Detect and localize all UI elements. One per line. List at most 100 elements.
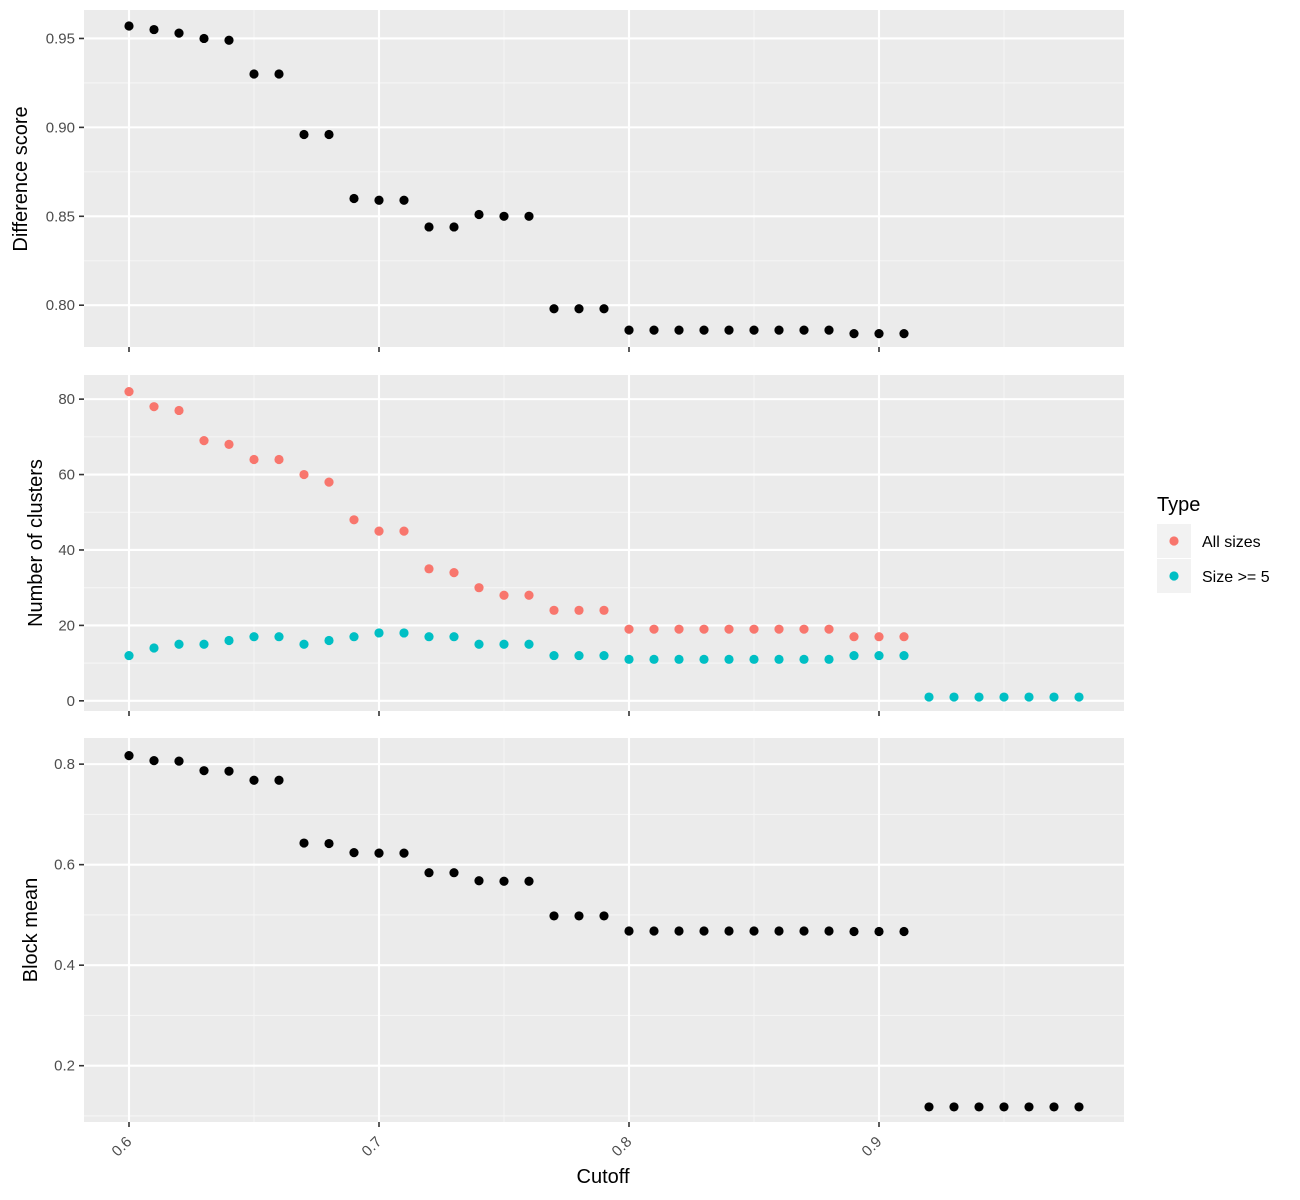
size-5-point — [349, 632, 359, 642]
data-point — [749, 325, 759, 335]
all-sizes-point — [649, 624, 659, 634]
data-point — [949, 1102, 959, 1112]
size-5-point — [824, 654, 834, 664]
data-point — [874, 329, 884, 339]
data-point — [774, 926, 784, 936]
data-point — [274, 775, 284, 785]
data-point — [349, 193, 359, 204]
all-sizes-point — [424, 564, 434, 574]
data-point — [249, 69, 259, 79]
all-sizes-point — [874, 632, 884, 642]
y-tick-label: 0.6 — [54, 857, 75, 874]
data-point — [724, 325, 734, 335]
size-5-point — [399, 628, 409, 638]
y-tick-label: 0.80 — [46, 297, 75, 314]
y-tick-label: 40 — [58, 542, 75, 559]
data-point — [149, 24, 159, 35]
all-sizes-point — [349, 515, 359, 525]
all-sizes-point — [124, 386, 134, 397]
panel-background — [84, 738, 1124, 1122]
data-point — [374, 195, 384, 205]
data-point — [849, 329, 859, 339]
data-point — [649, 926, 659, 936]
type-legend: Type All sizes Size >= 5 — [1157, 494, 1270, 593]
size-5-point — [649, 654, 659, 664]
data-point — [874, 926, 884, 937]
data-point — [624, 926, 634, 936]
size-5-point — [324, 635, 334, 646]
size-5-point — [974, 692, 984, 702]
all-sizes-point — [674, 624, 684, 634]
all-sizes-point — [624, 624, 634, 634]
data-point — [599, 911, 609, 921]
cutoff-axis-title: Cutoff — [577, 1166, 630, 1188]
panel-background — [84, 10, 1124, 347]
data-point — [124, 750, 134, 761]
y-tick-label: 60 — [58, 467, 75, 484]
size-5-point — [424, 632, 434, 642]
all-sizes-point — [524, 590, 534, 600]
all-sizes-point — [574, 605, 584, 615]
y-tick-label: 0.2 — [54, 1058, 75, 1075]
all-sizes-point — [199, 436, 209, 446]
size-5-point — [224, 635, 234, 646]
data-point — [324, 129, 334, 140]
data-point — [174, 28, 184, 38]
size-5-point — [699, 654, 709, 664]
all-sizes-point — [324, 477, 334, 487]
data-point — [299, 129, 309, 140]
size-5-point — [299, 639, 309, 649]
size-5-point — [999, 692, 1009, 702]
data-point — [274, 69, 284, 79]
all-sizes-point — [849, 632, 859, 642]
size-5-point — [599, 650, 609, 661]
data-point — [449, 222, 459, 232]
size-5-point — [774, 654, 784, 664]
size-5-point — [749, 654, 759, 664]
legend-marker-size-5 — [1169, 571, 1179, 581]
data-point — [124, 21, 134, 31]
size-5-point — [449, 632, 459, 642]
data-point — [599, 304, 609, 314]
size-5-point — [149, 643, 159, 653]
data-point — [524, 211, 534, 221]
data-point — [1024, 1102, 1034, 1112]
block-mean-axis-title: Block mean — [20, 878, 42, 983]
data-point — [424, 222, 434, 232]
data-point — [349, 847, 359, 858]
data-point — [974, 1102, 984, 1112]
all-sizes-point — [149, 402, 159, 412]
data-point — [1074, 1102, 1084, 1112]
number-of-clusters-panel: 0 20 40 60 80 — [58, 375, 1124, 716]
y-tick-label: 20 — [58, 617, 75, 634]
data-point — [174, 756, 184, 766]
size-5-point — [1024, 692, 1034, 702]
data-point — [674, 325, 684, 335]
all-sizes-point — [449, 568, 459, 578]
data-point — [899, 926, 909, 937]
data-point — [624, 325, 634, 335]
size-5-point — [1074, 692, 1084, 702]
panel-background — [84, 375, 1124, 711]
data-point — [499, 211, 509, 221]
all-sizes-point — [699, 624, 709, 634]
size-5-point — [199, 639, 209, 649]
data-point — [999, 1102, 1009, 1112]
size-5-point — [549, 650, 559, 661]
data-point — [749, 926, 759, 936]
all-sizes-point — [899, 632, 909, 642]
data-point — [724, 926, 734, 936]
all-sizes-point — [174, 405, 184, 416]
data-point — [549, 304, 559, 314]
data-point — [649, 325, 659, 335]
size-5-point — [499, 639, 509, 649]
data-point — [799, 926, 809, 936]
all-sizes-point — [249, 454, 259, 465]
legend-marker-all-sizes — [1169, 536, 1179, 546]
size-5-point — [249, 632, 259, 642]
size-5-point — [899, 650, 909, 661]
y-tick-label: 0 — [67, 693, 75, 710]
difference-score-panel: 0.80 0.85 0.90 0.95 — [46, 10, 1124, 352]
data-point — [524, 876, 534, 886]
data-point — [699, 926, 709, 936]
